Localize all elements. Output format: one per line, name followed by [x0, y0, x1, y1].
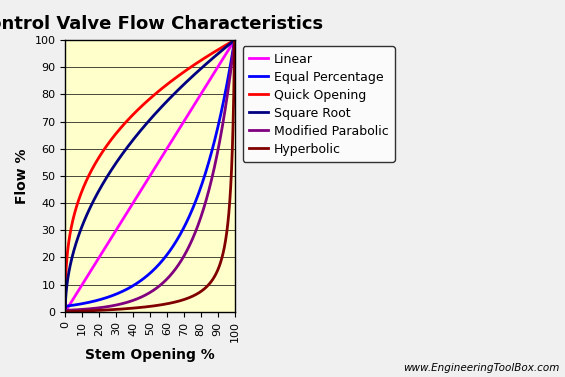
- Modified Parabolic: [178, 258, 185, 262]
- Linear: [137, 190, 144, 195]
- Hyperbolic: [194, 291, 201, 296]
- Hyperbolic: [197, 290, 204, 294]
- Legend: Linear, Equal Percentage, Quick Opening, Square Root, Modified Parabolic, Hyperb: Linear, Equal Percentage, Quick Opening,…: [242, 46, 395, 162]
- Line: Square Root: Square Root: [66, 40, 234, 312]
- Square Root: [197, 67, 204, 71]
- Modified Parabolic: [79, 307, 86, 312]
- Linear: [62, 310, 69, 314]
- Quick Opening: [131, 112, 137, 116]
- Line: Hyperbolic: Hyperbolic: [66, 40, 234, 312]
- Equal Percentage: [231, 38, 238, 42]
- Square Root: [131, 137, 137, 141]
- Hyperbolic: [178, 298, 185, 303]
- Hyperbolic: [131, 306, 137, 310]
- Modified Parabolic: [137, 296, 144, 300]
- Square Root: [79, 223, 86, 227]
- Linear: [131, 199, 137, 204]
- Quick Opening: [231, 38, 238, 42]
- Hyperbolic: [62, 310, 69, 314]
- Linear: [178, 123, 185, 127]
- Line: Equal Percentage: Equal Percentage: [66, 40, 234, 312]
- Text: www.EngineeringToolBox.com: www.EngineeringToolBox.com: [403, 363, 559, 373]
- Hyperbolic: [137, 305, 144, 310]
- Modified Parabolic: [131, 298, 137, 302]
- Linear: [194, 98, 201, 102]
- Equal Percentage: [178, 230, 185, 234]
- Quick Opening: [137, 106, 144, 110]
- Square Root: [62, 310, 69, 314]
- Equal Percentage: [194, 195, 201, 199]
- Modified Parabolic: [62, 310, 69, 314]
- Square Root: [194, 70, 201, 74]
- Square Root: [137, 129, 144, 134]
- Equal Percentage: [62, 310, 69, 314]
- Line: Linear: Linear: [66, 40, 234, 312]
- Equal Percentage: [197, 186, 204, 191]
- Square Root: [178, 84, 185, 89]
- Modified Parabolic: [197, 216, 204, 221]
- Equal Percentage: [79, 301, 86, 306]
- Modified Parabolic: [231, 38, 238, 42]
- Equal Percentage: [137, 279, 144, 284]
- Square Root: [231, 38, 238, 42]
- X-axis label: Stem Opening %: Stem Opening %: [85, 348, 215, 362]
- Hyperbolic: [231, 38, 238, 42]
- Quick Opening: [79, 187, 86, 192]
- Equal Percentage: [131, 283, 137, 288]
- Linear: [79, 282, 86, 286]
- Modified Parabolic: [194, 225, 201, 230]
- Title: Control Valve Flow Characteristics: Control Valve Flow Characteristics: [0, 15, 324, 33]
- Quick Opening: [197, 58, 204, 63]
- Linear: [231, 38, 238, 42]
- Linear: [197, 93, 204, 97]
- Quick Opening: [194, 60, 201, 65]
- Hyperbolic: [79, 309, 86, 313]
- Line: Modified Parabolic: Modified Parabolic: [66, 40, 234, 312]
- Quick Opening: [178, 71, 185, 76]
- Line: Quick Opening: Quick Opening: [66, 40, 234, 312]
- Y-axis label: Flow %: Flow %: [15, 148, 29, 204]
- Quick Opening: [62, 310, 69, 314]
